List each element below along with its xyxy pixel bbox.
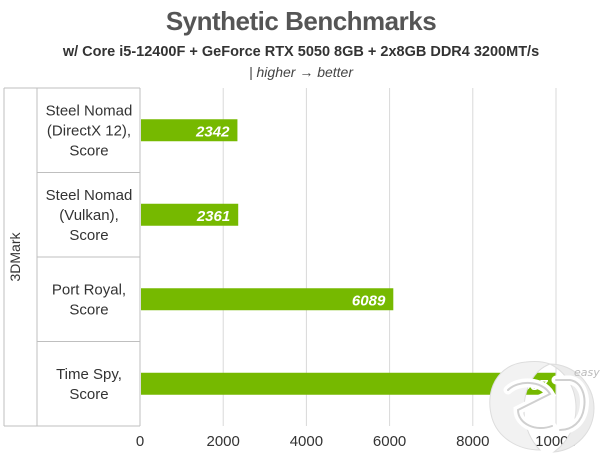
category-label: (DirectX 12), <box>47 122 131 139</box>
category-label: Score <box>69 227 108 244</box>
x-tick-label: 8000 <box>456 433 489 450</box>
category-label: Time Spy, <box>56 366 122 383</box>
chart-subtitle: w/ Core i5-12400F + GeForce RTX 5050 8GB… <box>62 44 540 60</box>
bar <box>141 288 394 311</box>
chart-title: Synthetic Benchmarks <box>165 6 437 36</box>
chart-note: | higher → better <box>248 64 354 80</box>
category-label: Score <box>69 386 108 403</box>
category-label: Score <box>69 142 108 159</box>
data-label: 6089 <box>352 292 386 309</box>
data-label: 2361 <box>196 208 230 225</box>
category-frame <box>3 87 141 427</box>
bar <box>141 119 238 142</box>
bar <box>141 203 239 226</box>
watermark-logo: easy <box>489 360 600 453</box>
category-label: Steel Nomad <box>46 102 133 119</box>
category-label: Port Royal, <box>52 281 126 298</box>
category-label: Score <box>69 301 108 318</box>
category-label: (Vulkan), <box>59 207 118 224</box>
category-labels: Steel Nomad (DirectX 12), Score Steel Nomad… <box>46 102 133 403</box>
svg-text:easy: easy <box>574 366 600 379</box>
data-label: 2342 <box>195 123 230 140</box>
category-label: Steel Nomad <box>46 187 133 204</box>
group-label: 3DMark <box>7 232 23 282</box>
x-tick-label: 0 <box>136 433 144 450</box>
x-tick-label: 4000 <box>290 433 323 450</box>
grid-lines <box>222 88 557 426</box>
x-tick-label: 6000 <box>373 433 406 450</box>
x-tick-label: 2000 <box>207 433 240 450</box>
bar <box>141 372 556 395</box>
